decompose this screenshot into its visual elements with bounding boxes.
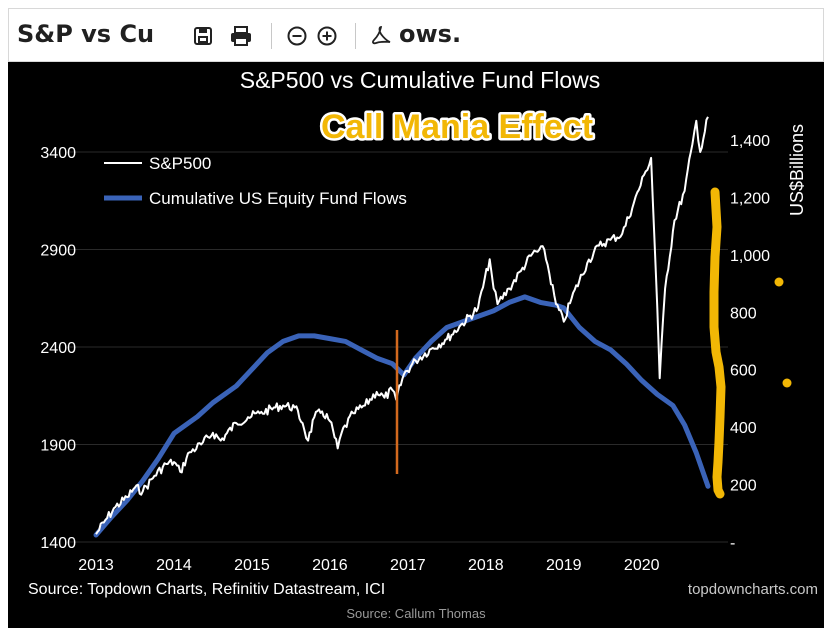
left-axis-tick-label: 2900: [40, 243, 76, 260]
left-axis-tick-label: 1400: [40, 535, 76, 552]
right-axis-tick-label: 200: [730, 478, 757, 495]
call-mania-annotation: Call Mania Effect: [321, 108, 593, 146]
source-footer: Source: Callum Thomas: [8, 602, 824, 628]
document-title-right: ows.: [399, 20, 462, 48]
legend: S&P500 Cumulative US Equity Fund Flows: [104, 154, 407, 208]
x-axis-tick-label: 2013: [78, 557, 114, 574]
yellow-dot: [774, 277, 784, 287]
x-axis-tick-label: 2020: [624, 557, 660, 574]
chart-container: S&P500 vs Cumulative Fund Flows Call Man…: [8, 62, 824, 602]
source-credit: Source: Callum Thomas: [346, 606, 486, 621]
series-line-sp500: [95, 116, 709, 535]
chart-title: S&P500 vs Cumulative Fund Flows: [240, 67, 601, 93]
viewer-toolbar: S&P vs Cu ows.: [8, 8, 824, 62]
chart-svg: S&P500 vs Cumulative Fund Flows Call Man…: [8, 62, 824, 602]
pdf-export-icon[interactable]: [369, 24, 393, 48]
zoom-out-icon[interactable]: [285, 24, 309, 48]
annotation-outline: Call Mania Effect: [321, 108, 593, 146]
left-axis-tick-label: 3400: [40, 145, 76, 162]
x-axis-ticks: 2013 2014 2015 2016 2017 2018 2019 2020: [78, 557, 659, 574]
right-axis-tick-label: 600: [730, 363, 757, 380]
yellow-highlight-stroke: [709, 187, 726, 499]
x-axis-tick-label: 2016: [312, 557, 348, 574]
right-axis-tick-label: 1,400: [730, 133, 770, 150]
x-axis-tick-label: 2019: [546, 557, 582, 574]
toolbar-separator: [355, 23, 356, 49]
right-axis-label: US$Billions: [787, 124, 807, 216]
series-line-fund-flows: [93, 294, 711, 538]
x-axis-tick-label: 2014: [156, 557, 192, 574]
legend-label-fund-flows: Cumulative US Equity Fund Flows: [149, 189, 407, 208]
chart-watermark: topdowncharts.com: [688, 581, 818, 598]
zoom-in-icon[interactable]: [315, 24, 339, 48]
right-axis-ticks: 1,400 1,200 1,000 800 600 400 200 -: [730, 133, 770, 552]
right-axis-tick-label: 1,200: [730, 190, 770, 207]
toolbar-separator: [271, 23, 272, 49]
left-axis-tick-label: 1900: [40, 438, 76, 455]
left-axis-ticks: 3400 2900 2400 1900 1400: [40, 145, 76, 552]
legend-label-sp500: S&P500: [149, 154, 211, 173]
right-axis-tick-label: 800: [730, 305, 757, 322]
save-icon[interactable]: [191, 24, 215, 48]
x-axis-tick-label: 2015: [234, 557, 270, 574]
chart-source: Source: Topdown Charts, Refinitiv Datast…: [28, 581, 385, 598]
right-axis-tick-label: 400: [730, 420, 757, 437]
left-axis-tick-label: 2400: [40, 340, 76, 357]
right-axis-tick-label: -: [730, 535, 735, 552]
right-axis-tick-label: 1,000: [730, 248, 770, 265]
print-icon[interactable]: [229, 24, 253, 48]
document-title-left: S&P vs Cu: [17, 20, 155, 48]
yellow-dot: [782, 378, 792, 388]
x-axis-tick-label: 2018: [468, 557, 504, 574]
x-axis-tick-label: 2017: [390, 557, 426, 574]
